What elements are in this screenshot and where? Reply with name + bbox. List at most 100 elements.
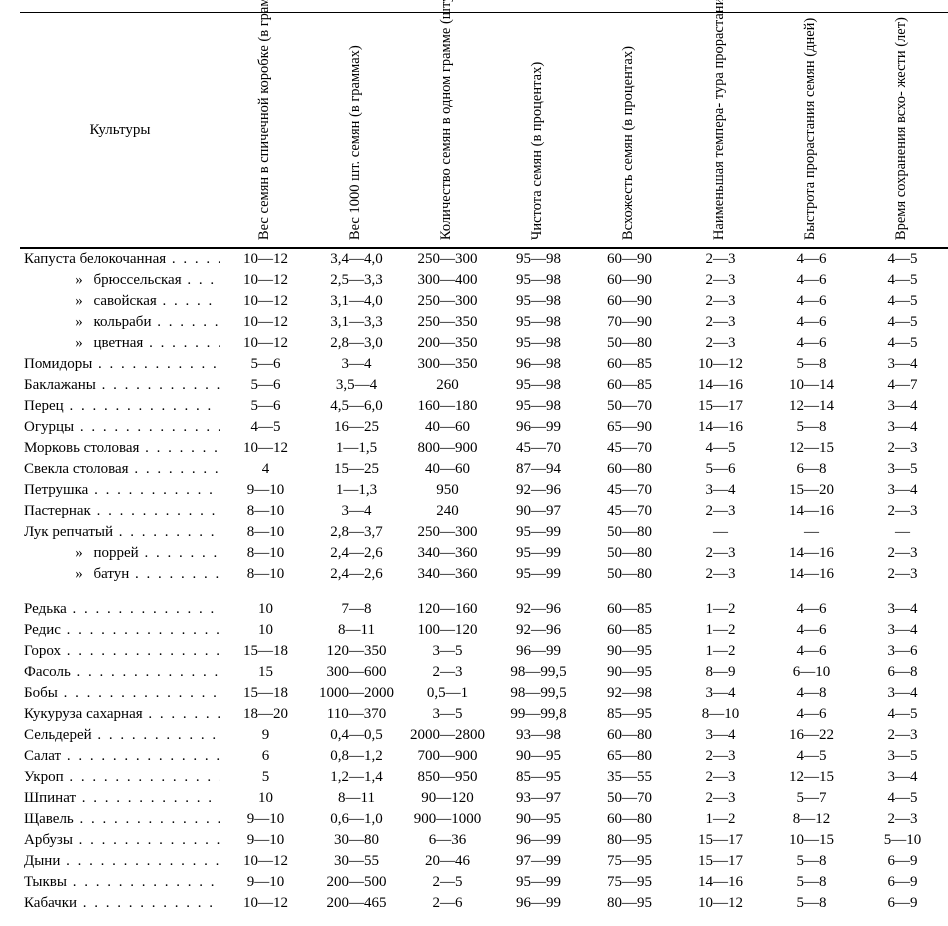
data-cell: 3—4 (857, 620, 948, 641)
table-row: » савойская10—123,1—4,0250—30095—9860—90… (20, 291, 948, 312)
data-cell: 9—10 (220, 809, 311, 830)
data-cell: 4—5 (220, 417, 311, 438)
table-row: » поррей8—102,4—2,6340—36095—9950—802—31… (20, 543, 948, 564)
data-cell: 96—99 (493, 417, 584, 438)
col-name-label: Культуры (90, 122, 151, 138)
data-cell: 3—4 (857, 767, 948, 788)
table-row: Баклажаны5—63,5—426095—9860—8514—1610—14… (20, 375, 948, 396)
data-cell: 250—300 (402, 248, 493, 270)
data-cell: 4—5 (857, 248, 948, 270)
crop-name-text: батун (94, 566, 221, 582)
data-cell: 7—8 (311, 599, 402, 620)
table-row: Редька107—8120—16092—9660—851—24—63—4 (20, 599, 948, 620)
data-cell: — (766, 522, 857, 543)
data-cell: 85—95 (493, 767, 584, 788)
data-cell: 300—400 (402, 270, 493, 291)
data-cell: 50—80 (584, 543, 675, 564)
data-cell: 14—16 (675, 375, 766, 396)
data-cell: 4—6 (766, 270, 857, 291)
data-cell: 75—95 (584, 872, 675, 893)
crop-name-text: Баклажаны (24, 377, 220, 393)
data-cell: 96—99 (493, 830, 584, 851)
crop-name-text: Помидоры (24, 356, 220, 372)
data-cell: 8—10 (220, 522, 311, 543)
data-cell: 4—7 (857, 375, 948, 396)
data-cell: 8—9 (675, 662, 766, 683)
table-row: Помидоры5—63—4300—35096—9860—8510—125—83… (20, 354, 948, 375)
crop-name: Салат (20, 746, 220, 767)
col-7-label: Быстрота прорастания семян (дней) (801, 20, 819, 240)
data-cell: 95—99 (493, 522, 584, 543)
data-cell: 45—70 (584, 438, 675, 459)
col-8-label: Время сохранения всхо- жести (лет) (892, 20, 910, 240)
data-cell: 35—55 (584, 767, 675, 788)
data-cell: 70—90 (584, 312, 675, 333)
data-cell: 4—5 (766, 746, 857, 767)
table-row: Морковь столовая10—121—1,5800—90045—7045… (20, 438, 948, 459)
table-row: Арбузы9—1030—806—3696—9980—9515—1710—155… (20, 830, 948, 851)
data-cell: 10—12 (675, 354, 766, 375)
data-cell: 45—70 (584, 480, 675, 501)
crop-name-text: кольраби (94, 314, 221, 330)
data-cell: 5—10 (857, 830, 948, 851)
data-cell: 5—8 (766, 417, 857, 438)
data-cell: 85—95 (584, 704, 675, 725)
data-cell: 92—96 (493, 599, 584, 620)
data-cell: 16—25 (311, 417, 402, 438)
crop-name: » батун (20, 564, 220, 585)
crop-name-text: Бобы (24, 685, 220, 701)
data-cell: 5—6 (220, 354, 311, 375)
crop-name: Капуста белокочанная (20, 248, 220, 270)
data-cell: 4—6 (766, 620, 857, 641)
table-header: Культуры Вес семян в спичечной коробке (… (20, 13, 948, 249)
crop-name-text: Салат (24, 748, 220, 764)
crop-name-text: Фасоль (24, 664, 220, 680)
data-cell: 12—14 (766, 396, 857, 417)
data-cell: 15—18 (220, 641, 311, 662)
col-4-label: Чистота семян (в процентах) (528, 20, 546, 240)
data-cell: 4—5 (857, 788, 948, 809)
data-cell: 3,1—4,0 (311, 291, 402, 312)
data-cell: 800—900 (402, 438, 493, 459)
col-1-label: Вес семян в спичечной коробке (в граммах… (255, 20, 273, 240)
data-cell: 96—99 (493, 641, 584, 662)
col-3-label: Количество семян в одном грамме (штук) (437, 20, 455, 240)
table-row: Редис108—11100—12092—9660—851—24—63—4 (20, 620, 948, 641)
data-cell: 240 (402, 501, 493, 522)
crop-name: » савойская (20, 291, 220, 312)
table-row: Кабачки10—12200—4652—696—9980—9510—125—8… (20, 893, 948, 914)
data-cell: 1—1,3 (311, 480, 402, 501)
data-cell: 8—10 (220, 543, 311, 564)
data-cell: 3—5 (402, 704, 493, 725)
data-cell: 1—1,5 (311, 438, 402, 459)
data-cell: 93—97 (493, 788, 584, 809)
data-cell: 2—3 (675, 270, 766, 291)
data-cell: — (675, 522, 766, 543)
data-cell: 15 (220, 662, 311, 683)
col-5: Всхожесть семян (в процентах) (584, 13, 675, 249)
table-row: Пастернак8—103—424090—9745—702—314—162—3 (20, 501, 948, 522)
col-4: Чистота семян (в процентах) (493, 13, 584, 249)
data-cell: 1—2 (675, 620, 766, 641)
table-row: Фасоль15300—6002—398—99,590—958—96—106—8 (20, 662, 948, 683)
data-cell: 20—46 (402, 851, 493, 872)
table-row: Укроп51,2—1,4850—95085—9535—552—312—153—… (20, 767, 948, 788)
crop-name: Сельдерей (20, 725, 220, 746)
table-row: Огурцы4—516—2540—6096—9965—9014—165—83—4 (20, 417, 948, 438)
data-cell: 50—80 (584, 522, 675, 543)
data-cell: 60—90 (584, 248, 675, 270)
data-cell: 2,5—3,3 (311, 270, 402, 291)
data-cell: 6 (220, 746, 311, 767)
crop-name-text: Морковь столовая (24, 440, 220, 456)
data-cell: 900—1000 (402, 809, 493, 830)
data-cell: 50—80 (584, 333, 675, 354)
data-cell: 2—3 (857, 438, 948, 459)
crop-name-text: Горох (24, 643, 220, 659)
data-cell: 700—900 (402, 746, 493, 767)
col-1: Вес семян в спичечной коробке (в граммах… (220, 13, 311, 249)
crop-name: Арбузы (20, 830, 220, 851)
data-cell: 87—94 (493, 459, 584, 480)
col-8: Время сохранения всхо- жести (лет) (857, 13, 948, 249)
crop-name-text: Сельдерей (24, 727, 220, 743)
data-cell: 2,4—2,6 (311, 564, 402, 585)
